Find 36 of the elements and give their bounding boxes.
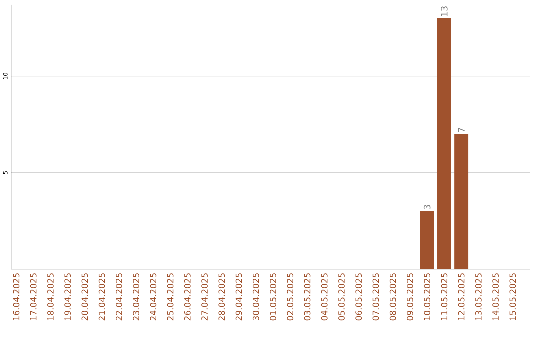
- x-tick-label: 13.05.2025: [475, 274, 482, 320]
- x-tick-label: 05.05.2025: [338, 274, 345, 321]
- data-label: 3: [424, 205, 431, 210]
- x-tick-label: 26.04.2025: [184, 274, 191, 321]
- x-tick-label: 07.05.2025: [372, 274, 380, 321]
- x-tick-label: 12.05.2025: [458, 274, 465, 320]
- x-tick-label: 27.04.2025: [202, 274, 208, 321]
- x-tick-label: 30.04.2025: [252, 274, 260, 320]
- x-tick-label: 17.04.2025: [30, 274, 37, 320]
- x-tick-label: 02.05.2025: [287, 274, 294, 321]
- data-label: 7: [458, 128, 465, 132]
- x-tick-label: 03.05.2025: [304, 274, 311, 321]
- x-tick-label: 16.04.2025: [13, 274, 20, 320]
- bar: [437, 18, 452, 270]
- x-tick-label: 10.05.2025: [424, 274, 431, 320]
- x-tick-label: 24.04.2025: [150, 274, 157, 321]
- bar: [454, 134, 469, 270]
- bar: [420, 211, 434, 270]
- x-tick-label: 11.05.2025: [441, 274, 448, 320]
- x-tick-label: 19.04.2025: [64, 274, 72, 320]
- x-tick-label: 21.04.2025: [98, 274, 106, 321]
- x-tick-label: 28.04.2025: [218, 274, 226, 321]
- x-tick-label: 09.05.2025: [407, 274, 414, 321]
- x-tick-label: 22.04.2025: [116, 274, 122, 321]
- x-tick-label: 08.05.2025: [390, 274, 396, 321]
- x-tick-label: 29.04.2025: [236, 274, 242, 321]
- x-tick-label: 06.05.2025: [356, 274, 362, 321]
- x-tick-label: 25.04.2025: [167, 274, 174, 321]
- x-tick-label: 18.04.2025: [48, 274, 54, 320]
- x-tick-label: 01.05.2025: [270, 274, 276, 321]
- x-tick-label: 15.05.2025: [510, 274, 516, 320]
- x-tick-label: 20.04.2025: [82, 274, 88, 321]
- data-label: 13: [441, 6, 448, 16]
- x-tick-label: 04.05.2025: [321, 274, 328, 321]
- x-tick-label: 23.04.2025: [133, 274, 140, 321]
- x-tick-label: 14.05.2025: [492, 274, 499, 320]
